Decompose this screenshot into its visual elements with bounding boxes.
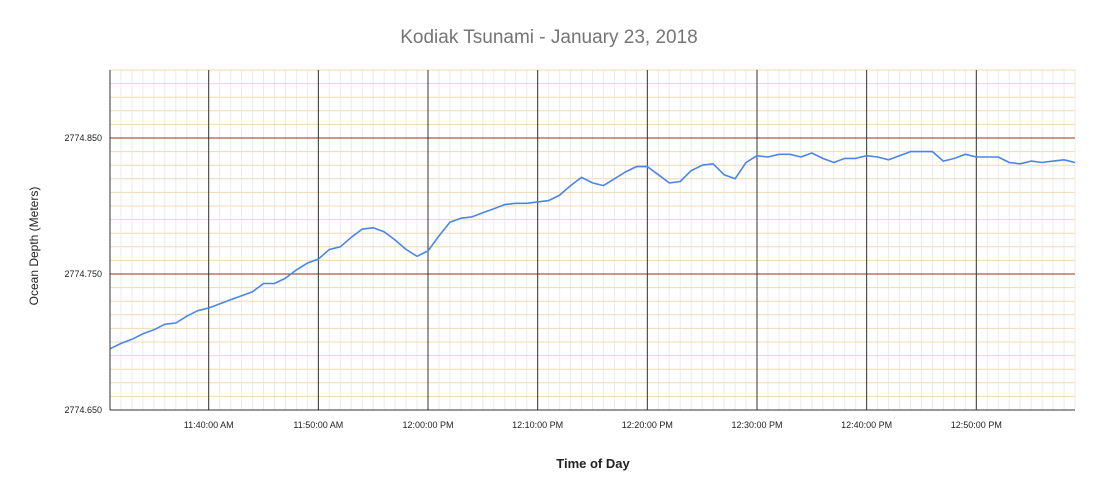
y-tick-label: 2774.750	[64, 269, 102, 279]
x-tick-label: 11:50:00 AM	[293, 420, 343, 430]
chart-title: Kodiak Tsunami - January 23, 2018	[400, 27, 698, 48]
y-tick-label: 2774.850	[64, 133, 102, 143]
x-tick-label: 12:20:00 PM	[622, 420, 673, 430]
y-tick-labels: 2774.650 2774.750 2774.850	[64, 133, 102, 415]
x-tick-label: 12:00:00 PM	[402, 420, 453, 430]
x-tick-labels: 11:40:00 AM 11:50:00 AM 12:00:00 PM 12:10:0…	[184, 420, 1002, 430]
series-line	[109, 150, 1076, 350]
x-tick-label: 12:30:00 PM	[731, 420, 782, 430]
major-gridlines	[110, 70, 1075, 410]
x-tick-label: 11:40:00 AM	[184, 420, 234, 430]
axes	[109, 70, 1075, 411]
y-tick-label: 2774.650	[64, 405, 102, 415]
x-tick-label: 12:10:00 PM	[512, 420, 563, 430]
x-tick-label: 12:40:00 PM	[841, 420, 892, 430]
grid	[109, 69, 1076, 411]
x-axis-label: Time of Day	[556, 456, 630, 471]
x-tick-label: 12:50:00 PM	[951, 420, 1002, 430]
series-line-group	[109, 150, 1076, 350]
y-axis-label: Ocean Depth (Meters)	[27, 187, 41, 306]
